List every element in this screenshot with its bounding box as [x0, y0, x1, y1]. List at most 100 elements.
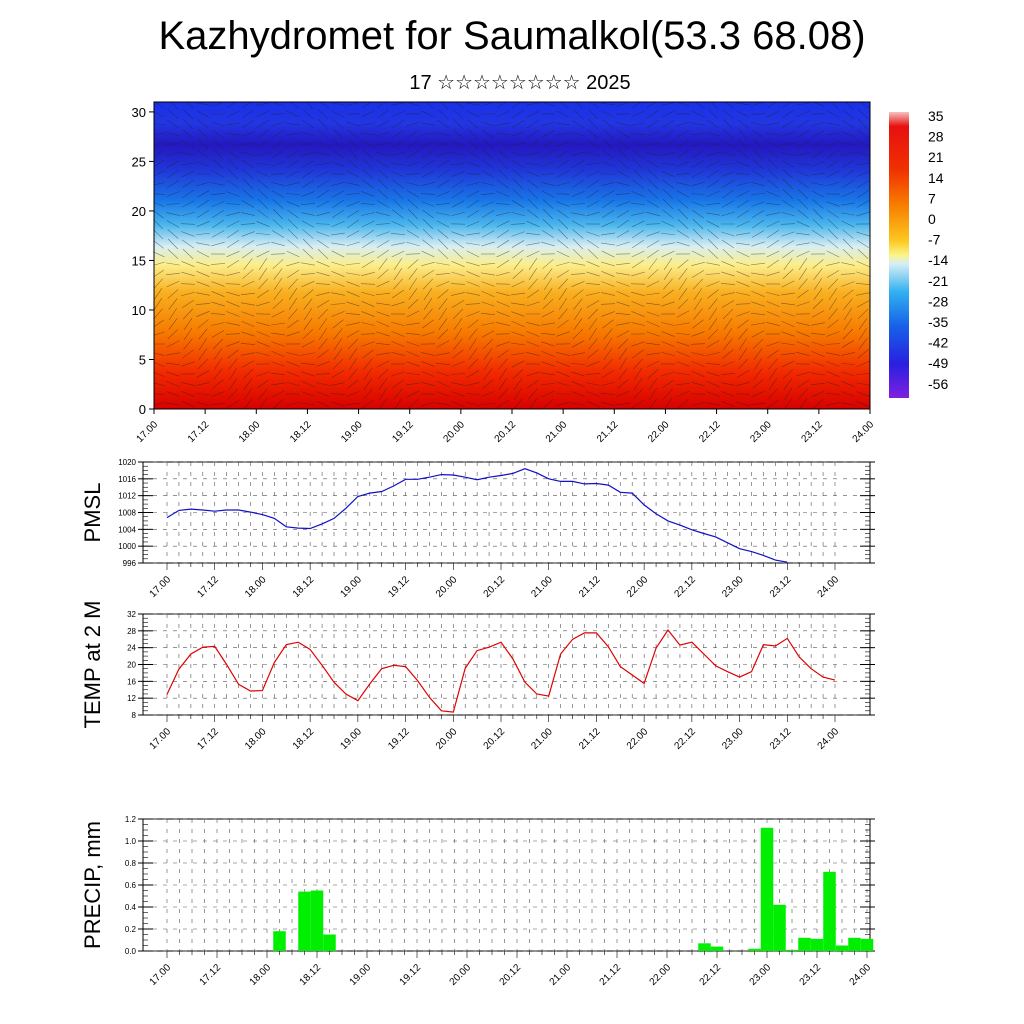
wind-barb	[271, 130, 285, 138]
wind-barb	[301, 202, 315, 206]
wind-barb	[452, 108, 464, 120]
wind-barb	[301, 280, 315, 288]
wind-barb	[827, 159, 839, 169]
wind-barb	[676, 130, 690, 138]
wind-barb	[662, 129, 674, 139]
wind-barb	[691, 201, 705, 207]
wind-barb	[465, 303, 481, 305]
wind-barb	[287, 159, 299, 169]
y-tick-label: 1008	[118, 509, 136, 518]
wind-barb	[586, 171, 600, 177]
wind-barb	[467, 199, 479, 209]
x-tick-label: 23.00	[748, 419, 774, 445]
wind-barb	[557, 218, 569, 230]
wind-barb	[330, 303, 346, 305]
wind-barb	[811, 121, 825, 127]
wind-barb	[631, 140, 645, 148]
wind-barb	[467, 128, 479, 140]
wind-barb	[393, 268, 403, 280]
wind-barb	[602, 358, 614, 370]
wind-barb	[721, 382, 735, 386]
wind-barb	[271, 241, 285, 247]
wind-barb	[362, 388, 374, 400]
wind-barb	[167, 229, 179, 239]
wind-barb	[378, 387, 388, 401]
y-tick-label: 10	[132, 303, 146, 318]
wind-barb	[376, 302, 390, 306]
y-tick-label: 1016	[118, 475, 136, 484]
wind-barb	[167, 238, 179, 250]
wind-barb	[240, 223, 256, 225]
wind-barb	[781, 231, 795, 237]
wind-barb	[602, 149, 614, 159]
wind-barb	[781, 331, 795, 337]
y-tick-label: 1004	[118, 525, 136, 534]
wind-barb	[812, 139, 824, 149]
wind-barb	[767, 158, 779, 170]
wind-barb	[541, 322, 555, 326]
wind-barb	[826, 132, 840, 136]
wind-barb	[242, 249, 254, 259]
wind-barb	[542, 208, 554, 220]
wind-barb	[663, 267, 673, 281]
wind-barb	[738, 337, 748, 351]
wind-barb	[376, 212, 390, 216]
wind-barb	[827, 228, 839, 240]
wind-barb	[677, 219, 689, 229]
wind-barb	[616, 262, 630, 266]
wind-barb	[856, 391, 870, 397]
wind-barb	[271, 230, 285, 238]
wind-barb	[572, 289, 584, 299]
wind-barb	[226, 400, 240, 408]
wind-barb	[272, 199, 284, 209]
wind-barb	[182, 129, 194, 139]
wind-barb	[556, 250, 570, 258]
wind-barb	[211, 230, 225, 238]
wind-barb	[783, 258, 793, 270]
wind-barb	[256, 352, 270, 356]
wind-barb	[798, 267, 808, 281]
wind-barb	[375, 143, 391, 145]
wind-barb	[166, 362, 180, 366]
wind-barb	[782, 178, 794, 190]
wind-barb	[601, 242, 615, 246]
wind-barb	[211, 129, 225, 139]
x-tick-label: 23.12	[798, 962, 824, 988]
wind-barb	[496, 140, 510, 148]
wind-barb	[257, 188, 269, 200]
y-tick-label: 16	[127, 677, 136, 686]
wind-barb	[166, 119, 180, 129]
wind-barb	[735, 173, 751, 175]
wind-barb	[556, 361, 570, 367]
wind-barb	[421, 110, 435, 118]
x-tick-label: 21.00	[529, 574, 555, 600]
wind-barb	[631, 291, 645, 297]
x-tick-label: 22.00	[648, 962, 674, 988]
wind-barb	[648, 258, 658, 270]
wind-barb	[736, 292, 750, 296]
wind-barb	[301, 151, 315, 157]
wind-barb	[331, 292, 345, 296]
wind-barb	[661, 220, 675, 228]
wind-barb	[676, 161, 690, 167]
wind-barb	[706, 352, 720, 356]
wind-barb	[154, 140, 165, 147]
wind-barb	[541, 310, 555, 318]
wind-barb	[468, 337, 478, 351]
wind-barb	[392, 379, 404, 389]
wind-barb	[706, 180, 720, 188]
wind-barb	[303, 318, 313, 330]
wind-barb	[543, 288, 553, 300]
wind-barb	[736, 102, 750, 106]
wind-barb	[557, 159, 569, 169]
x-tick-label: 17.12	[195, 726, 221, 752]
wind-barb	[571, 212, 585, 216]
wind-barb	[827, 278, 839, 290]
wind-barb	[631, 212, 645, 216]
wind-barb	[724, 102, 735, 109]
wind-barb	[600, 173, 616, 175]
wind-barb	[541, 390, 555, 398]
wind-barb	[302, 238, 314, 250]
wind-barb	[420, 193, 436, 195]
